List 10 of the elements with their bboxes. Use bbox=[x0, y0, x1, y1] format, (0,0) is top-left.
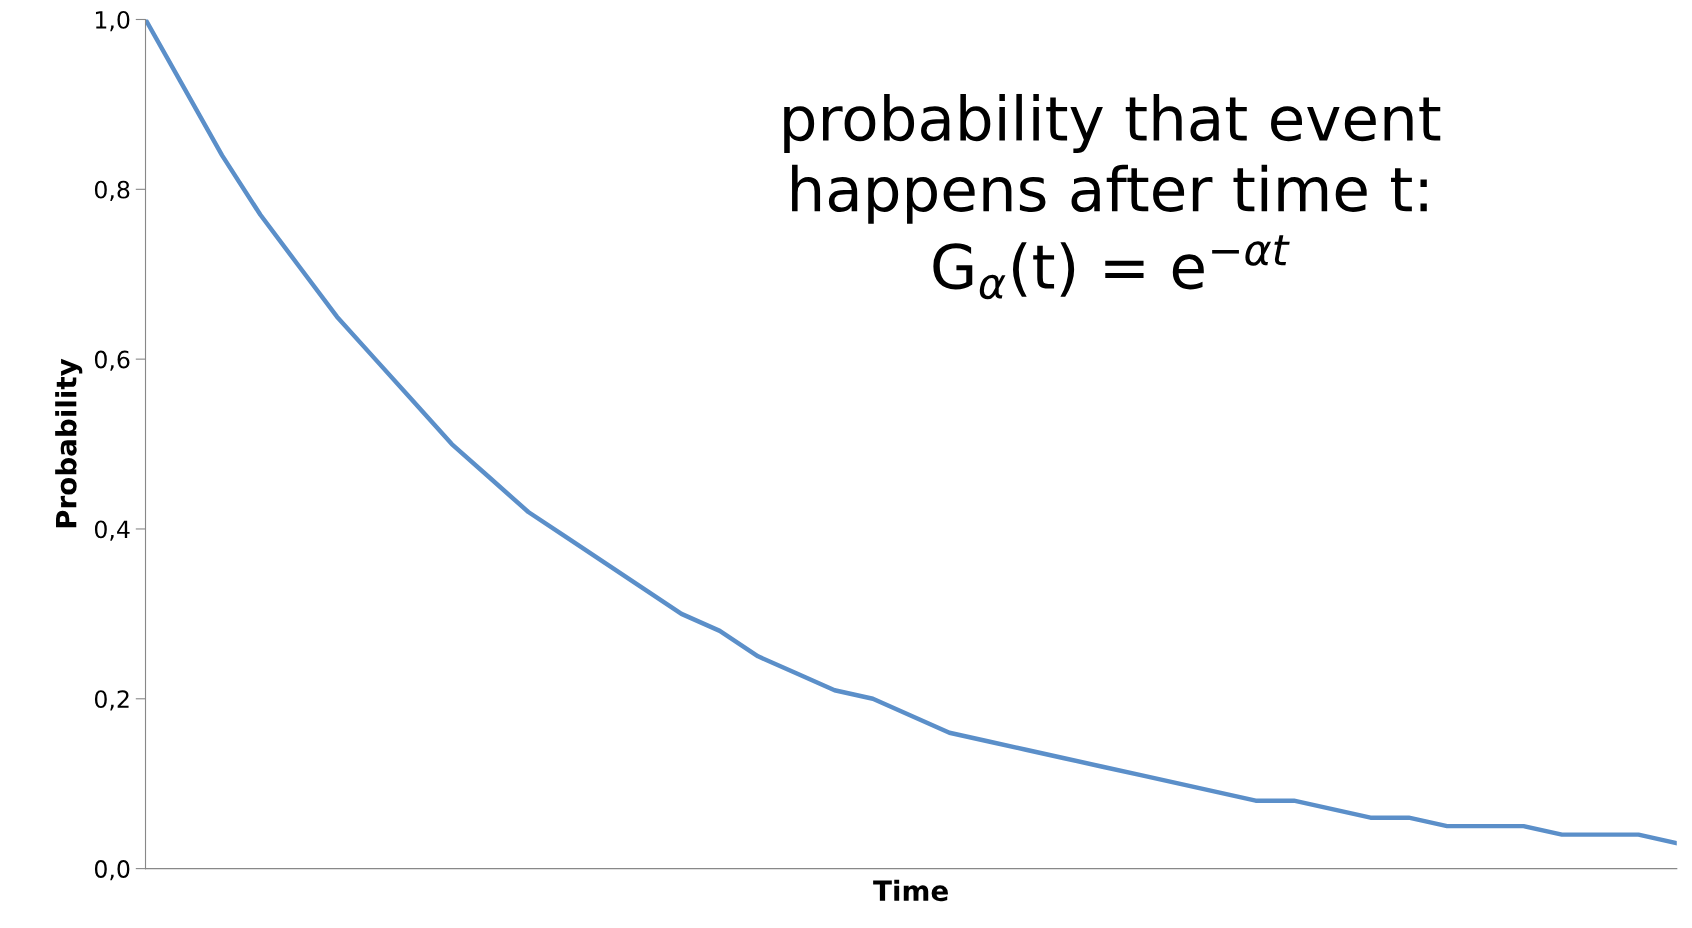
line-series bbox=[145, 19, 1677, 846]
y-axis-title: Probability bbox=[55, 358, 83, 528]
y-tick-label: 0,8 bbox=[94, 180, 130, 202]
y-tick-label: 0,0 bbox=[94, 860, 130, 881]
annotation: probability that event happens after time t: G$_{α}$(t) = e$^{−αt}$ bbox=[784, 93, 1441, 300]
y-tick-label: 1,0 bbox=[95, 10, 130, 32]
x-axis-title: Time bbox=[873, 879, 948, 902]
y-tick-label: 0,2 bbox=[94, 690, 129, 711]
y-tick-label: 0,6 bbox=[94, 350, 130, 371]
y-tick-label: 0,4 bbox=[94, 520, 130, 541]
